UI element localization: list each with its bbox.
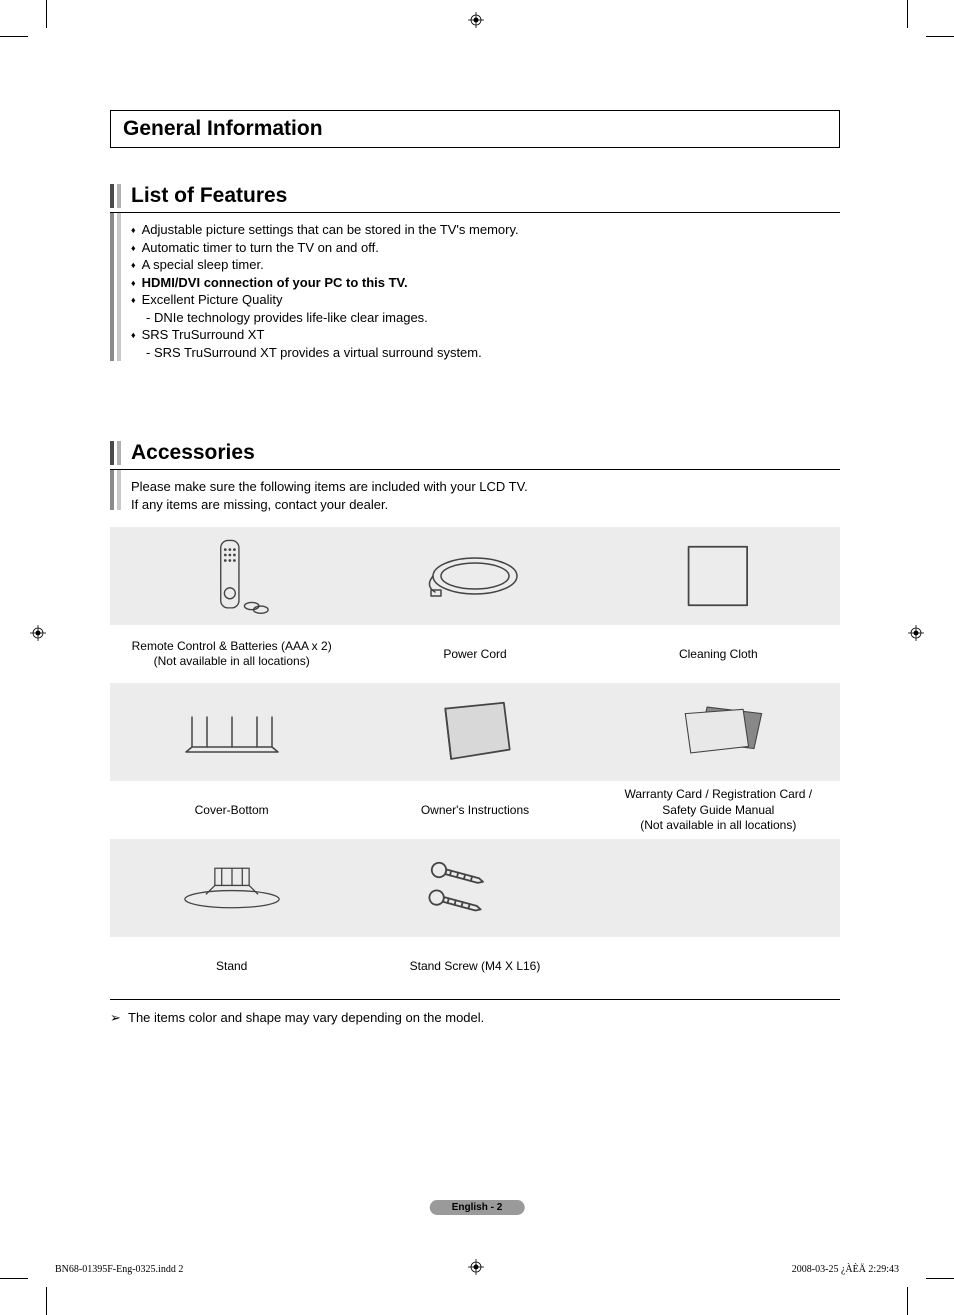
crop-mark xyxy=(46,0,47,28)
accessory-label: Cleaning Cloth xyxy=(597,625,840,683)
cloth-icon xyxy=(597,527,840,625)
cards-icon xyxy=(597,683,840,781)
accessory-label: Power Cord xyxy=(353,625,596,683)
accessory-label: Remote Control & Batteries (AAA x 2) (No… xyxy=(110,625,353,683)
manual-icon xyxy=(353,683,596,781)
accessories-title: Accessories xyxy=(131,441,255,465)
feature-item: A special sleep timer. xyxy=(131,256,840,274)
screws-icon xyxy=(353,839,596,937)
accessories-section: Accessories Please make sure the followi… xyxy=(110,441,840,1025)
crop-mark xyxy=(926,1278,954,1279)
feature-item: Automatic timer to turn the TV on and of… xyxy=(131,239,840,257)
header-accent-bars xyxy=(110,441,121,465)
reg-mark-top xyxy=(468,12,484,28)
accessory-label-row: StandStand Screw (M4 X L16) xyxy=(110,937,840,995)
crop-mark xyxy=(0,36,28,37)
cover-icon xyxy=(110,683,353,781)
reg-mark-left xyxy=(30,625,46,641)
crop-mark xyxy=(926,36,954,37)
crop-mark xyxy=(46,1287,47,1315)
accessories-footnote: The items color and shape may vary depen… xyxy=(110,1010,840,1025)
feature-item: - SRS TruSurround XT provides a virtual … xyxy=(131,344,840,362)
feature-item: Excellent Picture Quality xyxy=(131,291,840,309)
accessory-label-row: Cover-BottomOwner's InstructionsWarranty… xyxy=(110,781,840,839)
cord-icon xyxy=(353,527,596,625)
section-title: General Information xyxy=(110,110,840,148)
reg-mark-right xyxy=(908,625,924,641)
footer-filename: BN68-01395F-Eng-0325.indd 2 xyxy=(55,1264,183,1275)
accessories-grid: Remote Control & Batteries (AAA x 2) (No… xyxy=(110,527,840,995)
accessory-label: Stand Screw (M4 X L16) xyxy=(353,937,596,995)
accessories-intro-1: Please make sure the following items are… xyxy=(131,478,840,496)
empty-cell xyxy=(597,839,840,937)
divider xyxy=(110,999,840,1000)
features-section: List of Features Adjustable picture sett… xyxy=(110,184,840,361)
features-title: List of Features xyxy=(131,184,287,208)
page-content: General Information List of Features Adj… xyxy=(110,110,840,1075)
feature-item: SRS TruSurround XT xyxy=(131,326,840,344)
feature-item: HDMI/DVI connection of your PC to this T… xyxy=(131,274,840,292)
feature-item: Adjustable picture settings that can be … xyxy=(131,221,840,239)
header-accent-bars xyxy=(110,184,121,208)
accessory-image-row xyxy=(110,683,840,781)
side-accent-bars xyxy=(110,213,121,361)
accessory-image-row xyxy=(110,839,840,937)
footer-timestamp: 2008-03-25 ¿ÀÈÄ 2:29:43 xyxy=(792,1264,899,1275)
accessory-label: Warranty Card / Registration Card / Safe… xyxy=(597,781,840,839)
accessory-label xyxy=(597,937,840,995)
crop-mark xyxy=(907,1287,908,1315)
crop-mark xyxy=(0,1278,28,1279)
accessories-intro-2: If any items are missing, contact your d… xyxy=(131,496,840,514)
reg-mark-bottom xyxy=(468,1259,484,1275)
stand-icon xyxy=(110,839,353,937)
page-number-pill: English - 2 xyxy=(430,1200,525,1215)
accessory-label-row: Remote Control & Batteries (AAA x 2) (No… xyxy=(110,625,840,683)
remote-icon xyxy=(110,527,353,625)
accessory-label: Owner's Instructions xyxy=(353,781,596,839)
accessory-label: Cover-Bottom xyxy=(110,781,353,839)
accessory-label: Stand xyxy=(110,937,353,995)
crop-mark xyxy=(907,0,908,28)
feature-list: Adjustable picture settings that can be … xyxy=(131,221,840,361)
side-accent-bars xyxy=(110,470,121,510)
feature-item: - DNIe technology provides life-like cle… xyxy=(131,309,840,327)
accessory-image-row xyxy=(110,527,840,625)
